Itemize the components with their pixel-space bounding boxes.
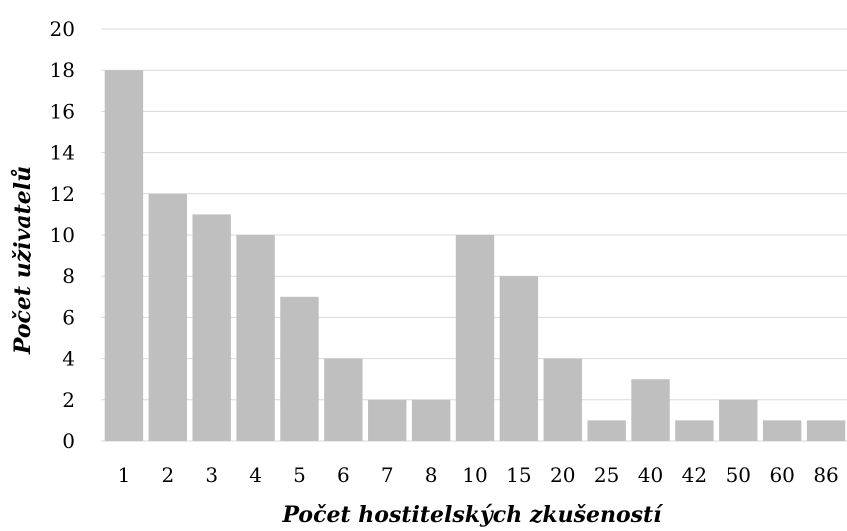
x-tick-label-60: 60 [769,463,794,487]
x-tick-label-10: 10 [462,463,487,487]
bar-50 [719,399,758,441]
y-tick-label-8: 8 [62,264,75,288]
bar-86 [806,420,846,441]
x-tick-label-8: 8 [425,463,438,487]
x-axis-title: Počet hostitelských zkušeností [281,502,664,528]
bar-40 [631,379,670,441]
bar-6 [324,358,363,441]
bar-3 [192,214,231,441]
bar-1 [104,70,144,441]
x-tick-label-20: 20 [550,463,575,487]
x-tick-label-7: 7 [381,463,394,487]
y-tick-label-0: 0 [62,429,75,453]
y-tick-label-4: 4 [62,347,75,371]
x-tick-label-5: 5 [293,463,306,487]
x-tick-label-1: 1 [118,463,131,487]
y-tick-labels: 0 2 4 6 8 10 12 14 16 18 20 [50,17,75,453]
x-tick-label-50: 50 [726,463,751,487]
x-tick-label-2: 2 [161,463,174,487]
bar-7 [368,399,407,441]
bar-60 [762,420,802,441]
bar-10 [455,235,495,441]
x-tick-labels: 1 2 3 4 5 6 7 8 10 15 20 25 40 42 50 60 86 [118,463,839,487]
x-tick-label-3: 3 [205,463,218,487]
y-tick-label-14: 14 [50,141,75,165]
x-tick-label-15: 15 [506,463,531,487]
bar-15 [499,276,539,441]
y-tick-label-2: 2 [62,388,75,412]
bar-20 [543,358,582,441]
bar-5 [280,296,319,441]
bar-25 [587,420,626,441]
bar-4 [236,235,275,441]
y-tick-label-12: 12 [50,182,75,206]
y-tick-label-16: 16 [50,99,75,123]
bar-8 [411,399,451,441]
x-tick-label-86: 86 [813,463,838,487]
x-tick-label-42: 42 [682,463,707,487]
bars [104,70,846,441]
x-tick-label-6: 6 [337,463,350,487]
y-tick-label-18: 18 [50,58,75,82]
y-tick-label-20: 20 [50,17,75,41]
x-tick-label-25: 25 [594,463,619,487]
y-tick-label-6: 6 [62,305,75,329]
y-tick-label-10: 10 [50,223,75,247]
bar-42 [675,420,714,441]
x-tick-label-40: 40 [638,463,663,487]
bar-2 [148,193,188,441]
x-tick-label-4: 4 [249,463,262,487]
y-axis-title: Počet uživatelů [10,166,36,355]
